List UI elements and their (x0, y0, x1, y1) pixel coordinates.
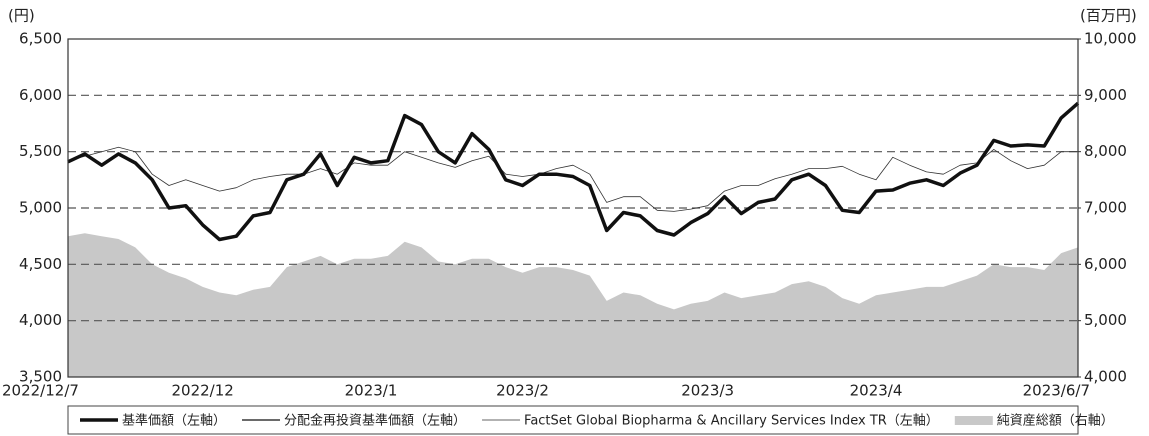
line (67, 102, 1079, 241)
y2-tick-label: 6,000 (1084, 255, 1127, 273)
legend-label: 分配金再投資基準価額（左軸） (284, 413, 466, 429)
x-tick-label: 2023/3 (681, 382, 734, 400)
legend-swatch (954, 416, 993, 425)
y-tick-label: 5,000 (19, 199, 62, 217)
x-tick-label: 2023/6/7 (1023, 382, 1090, 400)
legend-label: 基準価額（左軸） (122, 413, 226, 429)
y2-tick-label: 10,000 (1084, 30, 1137, 48)
y-unit: (円) (8, 7, 35, 25)
x-tick-label: 2022/12 (172, 382, 234, 400)
y-tick-label: 3,500 (19, 368, 62, 386)
plot-frame (67, 38, 1079, 378)
y-tick-label: 4,500 (19, 255, 62, 273)
y2-tick-label: 7,000 (1084, 199, 1127, 217)
y2-tick-label: 9,000 (1084, 86, 1127, 104)
x-tick-label: 2023/4 (850, 382, 903, 400)
y2-tick-label: 4,000 (1084, 368, 1127, 386)
y-tick-label: 5,500 (19, 142, 62, 160)
y-tick-label: 6,500 (19, 30, 62, 48)
y2-unit: (百万円) (1080, 7, 1137, 25)
y-tick-label: 6,000 (19, 86, 62, 104)
legend-label: 純資産総額（右軸） (997, 413, 1114, 429)
x-tick-label: 2022/12/7 (2, 382, 79, 400)
y-tick-label: 4,000 (19, 311, 62, 329)
line (67, 146, 1078, 212)
x-tick-label: 2023/2 (496, 382, 549, 400)
area (68, 233, 1078, 377)
y2-tick-label: 8,000 (1084, 142, 1127, 160)
x-tick-label: 2023/1 (345, 382, 398, 400)
y2-tick-label: 5,000 (1084, 311, 1127, 329)
legend-box (67, 405, 1079, 435)
line (67, 101, 1080, 242)
legend-label: FactSet Global Biopharma & Ancillary Ser… (524, 414, 939, 429)
